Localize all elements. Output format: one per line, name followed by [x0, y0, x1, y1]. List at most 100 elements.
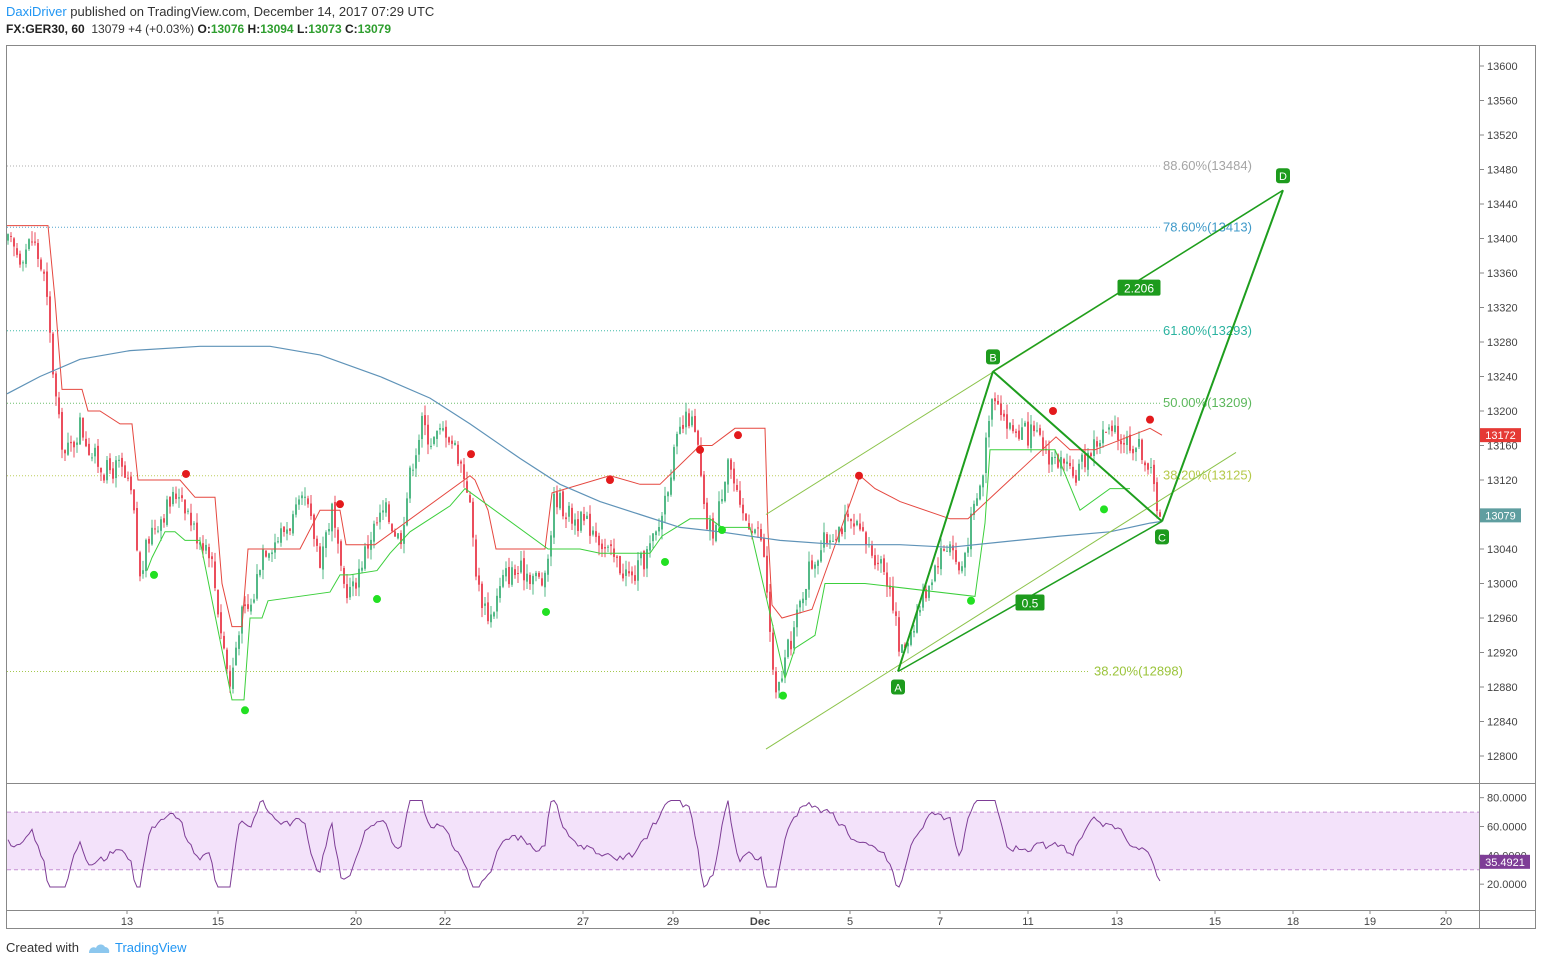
sell-signal-dot	[696, 445, 704, 454]
candle-body	[883, 558, 885, 572]
candle-body	[142, 570, 144, 574]
candle-body	[22, 262, 24, 264]
candle-body	[967, 547, 969, 553]
candle-body	[400, 533, 402, 545]
candle-body	[205, 544, 207, 551]
candle-body	[913, 631, 915, 633]
candle-body	[118, 459, 120, 461]
candle-body	[1141, 439, 1143, 461]
trailing-stop-down-line	[7, 225, 1163, 628]
candle-body	[1036, 430, 1038, 432]
candle-body	[811, 560, 813, 569]
time-tick-label: 18	[1287, 916, 1299, 928]
time-tick-label: 29	[667, 916, 679, 928]
candle-body	[271, 552, 273, 555]
candle-body	[841, 528, 843, 535]
candle-body	[886, 572, 888, 587]
candle-body	[970, 513, 972, 550]
candle-body	[742, 504, 744, 514]
tradingview-link[interactable]: TradingView	[114, 940, 187, 955]
candle-body	[529, 574, 531, 584]
buy-signal-dot	[967, 596, 975, 605]
price-change-value: +4 (+0.03%)	[128, 22, 195, 36]
candle-body	[256, 574, 258, 599]
candle-body	[739, 490, 741, 505]
candle-body	[1090, 453, 1092, 457]
candle-body	[1075, 475, 1077, 483]
time-tick-label: 19	[1364, 916, 1376, 928]
author-link[interactable]: DaxiDriver	[6, 4, 67, 19]
candle-body	[268, 553, 270, 558]
candle-body	[1015, 431, 1017, 433]
candle-body	[997, 400, 999, 405]
candle-body	[568, 505, 570, 517]
candle-body	[214, 561, 216, 589]
candle-body	[619, 556, 621, 574]
candle-body	[1093, 439, 1095, 456]
time-axis: 13 15 20 22 27 29 Dec 5 7 11 13 15 18 19 20	[121, 910, 1452, 928]
candle-body	[925, 589, 927, 599]
candle-body	[949, 544, 951, 553]
candle-body	[826, 534, 828, 544]
ratio-badge	[1117, 279, 1161, 296]
tradingview-logo-icon	[87, 941, 111, 960]
candle-body	[187, 510, 189, 512]
candle-body	[763, 538, 765, 557]
candle-body	[817, 560, 819, 566]
candle-body	[235, 647, 237, 666]
harmonic-pattern: A B C D 2.206 0.5	[765, 168, 1290, 750]
price-tick-label: 13480	[1487, 165, 1518, 177]
candle-body	[436, 430, 438, 439]
candle-body	[1069, 462, 1071, 467]
candle-body	[289, 528, 291, 531]
candle-body	[76, 442, 78, 445]
candle-body	[1042, 437, 1044, 451]
candle-body	[466, 481, 468, 493]
candle-body	[490, 614, 492, 623]
moving-average-line	[6, 345, 1163, 548]
candle-body	[451, 440, 453, 444]
candle-body	[412, 469, 414, 471]
candle-body	[127, 477, 129, 479]
candle-body	[751, 530, 753, 534]
candle-body	[448, 437, 450, 443]
rsi-tick-label: 20.0000	[1487, 879, 1527, 891]
candle-body	[499, 586, 501, 598]
price-tick-label: 12840	[1487, 717, 1518, 729]
candle-body	[325, 532, 327, 549]
current-price-label: 13079	[1485, 510, 1516, 522]
candle-body	[1024, 422, 1026, 427]
candle-body	[1117, 425, 1119, 441]
candle-body	[832, 540, 834, 542]
candle-body	[340, 541, 342, 566]
candle-body	[358, 568, 360, 588]
candle-body	[106, 460, 108, 481]
candle-body	[679, 426, 681, 434]
candle-body	[487, 602, 489, 622]
candle-body	[1012, 425, 1014, 432]
candle-body	[223, 635, 225, 649]
candle-body	[37, 243, 39, 259]
symbol-label[interactable]: FX:GER30, 60	[6, 22, 85, 36]
candle-body	[16, 248, 18, 255]
candle-body	[64, 450, 66, 454]
candle-body	[355, 582, 357, 589]
rsi-band-fill	[7, 812, 1479, 870]
candle-body	[922, 591, 924, 608]
point-label-badge	[1155, 529, 1169, 545]
candle-body	[1003, 413, 1005, 417]
candle-body	[313, 514, 315, 539]
candle-body	[19, 253, 21, 265]
rsi-tick-label: 80.0000	[1487, 793, 1527, 805]
sell-signal-dot	[182, 469, 190, 478]
candle-body	[373, 523, 375, 542]
candle-body	[388, 504, 390, 523]
candle-body	[73, 441, 75, 448]
price-tick-label: 13360	[1487, 268, 1518, 280]
candle-body	[478, 575, 480, 585]
candle-body	[1027, 421, 1029, 446]
price-tick-label: 13280	[1487, 337, 1518, 349]
publish-info: DaxiDriver published on TradingView.com,…	[6, 3, 434, 20]
candle-body	[901, 644, 903, 653]
